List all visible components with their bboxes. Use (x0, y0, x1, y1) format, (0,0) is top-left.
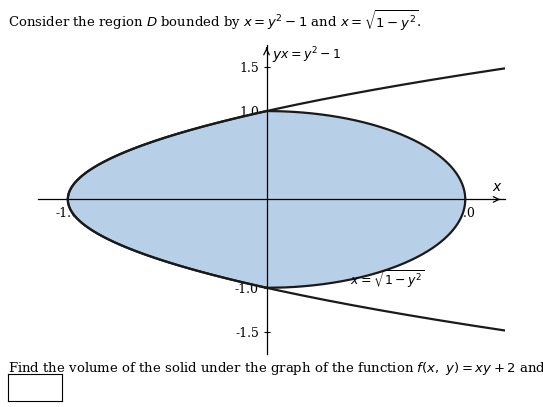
Text: Consider the region $D$ bounded by $x = y^2 - 1$ and $x = \sqrt{1 - y^2}$.: Consider the region $D$ bounded by $x = … (8, 9, 422, 33)
Text: $x$: $x$ (492, 180, 503, 194)
Text: Find the volume of the solid under the graph of the function $f(x,\ y) = xy + 2$: Find the volume of the solid under the g… (8, 360, 543, 377)
Text: $x = y^2 - 1$: $x = y^2 - 1$ (280, 46, 342, 65)
Text: $x = \sqrt{1 - y^2}$: $x = \sqrt{1 - y^2}$ (350, 268, 425, 291)
Text: $y$: $y$ (273, 49, 283, 64)
